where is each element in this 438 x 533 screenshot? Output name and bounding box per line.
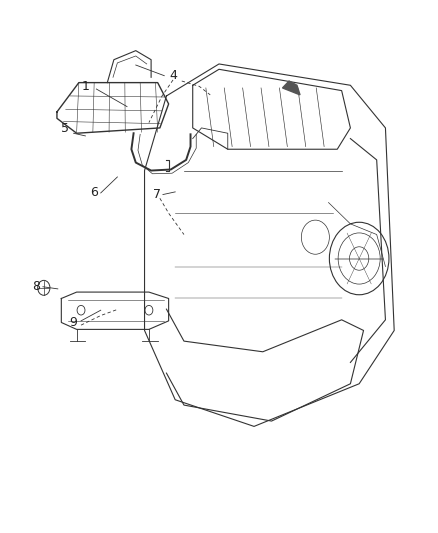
Text: 7: 7 bbox=[153, 188, 161, 201]
Text: 1: 1 bbox=[81, 80, 89, 93]
Text: 6: 6 bbox=[90, 187, 98, 199]
Text: 8: 8 bbox=[32, 280, 40, 293]
Text: 9: 9 bbox=[70, 316, 78, 329]
Text: 4: 4 bbox=[169, 69, 177, 82]
Text: 5: 5 bbox=[61, 123, 69, 135]
Polygon shape bbox=[283, 81, 300, 95]
